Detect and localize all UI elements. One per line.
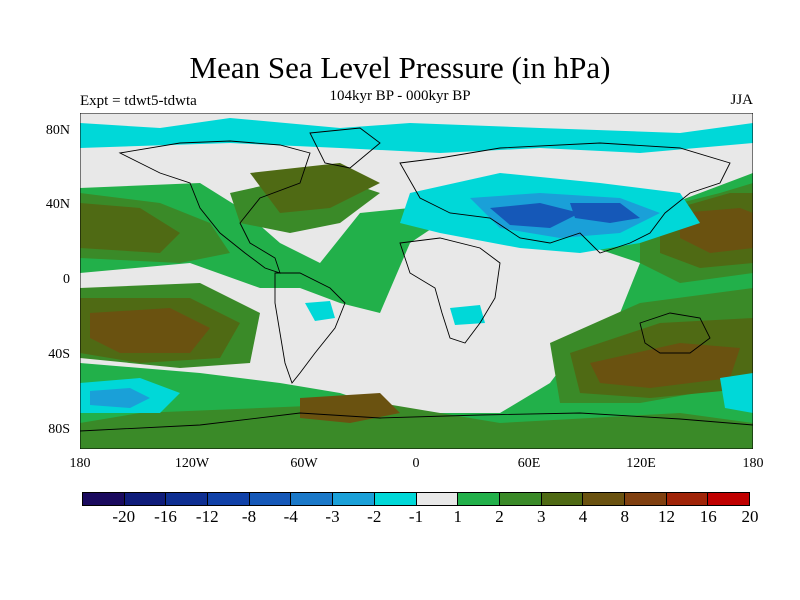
field-4-north-pacific xyxy=(80,203,180,253)
season-label: JJA xyxy=(730,92,753,108)
field-3-southern-ring xyxy=(80,403,753,449)
field-4-north-atlantic xyxy=(250,163,380,213)
lat-label-80n: 80N xyxy=(45,123,70,138)
colorbar-label: -8 xyxy=(241,507,257,526)
field-neg-south-america xyxy=(305,301,335,321)
coast-antarctica xyxy=(80,412,753,432)
colorbar-swatch xyxy=(499,493,542,505)
colorbar-label: -12 xyxy=(195,507,219,526)
colorbar-label: -3 xyxy=(325,507,340,526)
lon-label-180e: 180 xyxy=(742,456,764,471)
lon-label-120e: 120E xyxy=(626,456,656,471)
colorbar xyxy=(82,492,750,506)
lat-label-40s: 40S xyxy=(48,347,70,362)
colorbar-swatch xyxy=(624,493,667,505)
map-plot-area xyxy=(80,113,753,449)
colorbar-label: 2 xyxy=(495,507,504,526)
colorbar-label: -1 xyxy=(408,507,424,526)
lat-label-80s: 80S xyxy=(48,422,70,437)
colorbar-swatch xyxy=(666,493,709,505)
lat-label-40n: 40N xyxy=(45,197,70,212)
chart-title: Mean Sea Level Pressure (in hPa) xyxy=(189,50,611,85)
colorbar-swatch xyxy=(83,493,125,505)
lon-label-60e: 60E xyxy=(517,456,541,471)
colorbar-label: -16 xyxy=(154,507,177,526)
coast-australia xyxy=(639,312,711,354)
lat-label-0: 0 xyxy=(63,272,70,287)
colorbar-swatch xyxy=(458,493,500,505)
colorbar-swatch xyxy=(249,493,292,505)
field-8-south-indian xyxy=(590,343,740,388)
colorbar-label: -20 xyxy=(112,507,136,526)
colorbar-swatch xyxy=(166,493,209,505)
colorbar-label: -2 xyxy=(367,507,382,526)
colorbar-swatch xyxy=(583,493,625,505)
experiment-label: Expt = tdwt5-tdwta xyxy=(80,93,197,109)
field-neg-arctic xyxy=(80,118,753,153)
pressure-map xyxy=(80,113,753,449)
colorbar-label: 4 xyxy=(578,507,588,526)
colorbar-swatch xyxy=(416,493,459,505)
colorbar-label: 16 xyxy=(699,507,717,526)
field-8-antarctic xyxy=(300,393,400,423)
coastlines xyxy=(80,127,753,432)
colorbar-label: 1 xyxy=(453,507,463,526)
period-label: 104kyr BP - 000kyr BP xyxy=(329,88,471,104)
field-neg-south-atlantic xyxy=(720,373,753,413)
colorbar-swatch xyxy=(208,493,250,505)
lon-label-0: 0 xyxy=(412,456,420,471)
colorbar-label: -4 xyxy=(283,507,298,526)
lon-label-120w: 120W xyxy=(174,456,210,471)
coast-greenland xyxy=(309,127,381,169)
colorbar-label: 20 xyxy=(741,507,759,526)
coast-south-america xyxy=(274,272,346,384)
colorbar-swatch xyxy=(708,493,749,505)
field-8-south-pacific xyxy=(90,308,210,353)
colorbar-swatch xyxy=(291,493,334,505)
colorbar-swatch xyxy=(541,493,584,505)
coast-africa xyxy=(399,237,501,344)
field-neg-eurasia-core xyxy=(490,203,580,228)
colorbar-swatch xyxy=(333,493,375,505)
colorbar-label: 8 xyxy=(620,507,630,526)
lon-label-60w: 60W xyxy=(290,456,318,471)
field-8-west-pacific xyxy=(680,208,753,253)
coast-north-america xyxy=(118,140,311,274)
colorbar-swatch xyxy=(124,493,167,505)
colorbar-swatch xyxy=(374,493,417,505)
colorbar-label: 12 xyxy=(658,507,675,526)
colorbar-label: 3 xyxy=(537,507,546,526)
field-neg-south-pacific-core xyxy=(90,388,150,408)
coast-eurasia xyxy=(399,142,731,254)
lon-label-180w: 180 xyxy=(69,456,91,471)
field-neg-central-asia xyxy=(570,203,640,223)
field-neg-south-africa xyxy=(450,305,485,325)
